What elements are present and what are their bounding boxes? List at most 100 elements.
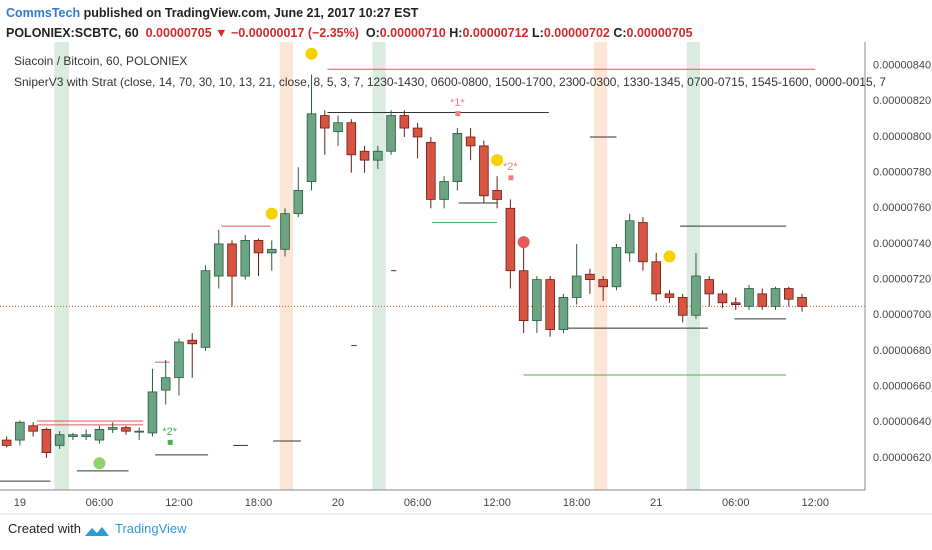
candle-body (160, 377, 171, 391)
l-label: L: (532, 26, 544, 40)
y-tick-label: 0.00000700 (873, 309, 931, 321)
chart: 0.00000620 0.00000640 0.00000660 0.00000680… (0, 42, 932, 515)
y-tick-label: 0.00000640 (873, 416, 931, 428)
candle-body (293, 190, 304, 215)
candle-body (757, 293, 768, 307)
signal-dot (517, 236, 530, 249)
candle-body (492, 190, 502, 200)
session-band (593, 42, 608, 490)
header: CommsTech published on TradingView.com, … (6, 3, 693, 43)
candle-body (783, 288, 794, 300)
h: 0.00000712 (462, 26, 529, 40)
candle-body (373, 150, 383, 161)
annotation: *2* (162, 426, 177, 438)
candle-body (479, 145, 489, 197)
x-tick-label: 12:00 (802, 497, 830, 509)
signal-dot (491, 154, 504, 167)
y-tick-label: 0.00000680 (873, 345, 931, 357)
signal-dot (93, 457, 106, 470)
plot-area (0, 42, 865, 490)
candle-body (333, 122, 343, 133)
author[interactable]: CommsTech (6, 6, 81, 20)
candle-body (81, 434, 91, 437)
brand-logo (85, 527, 109, 536)
candle-body (399, 115, 410, 129)
annotation-flag (455, 111, 461, 117)
candle-body (94, 428, 105, 441)
signal-dot (305, 47, 318, 60)
session-band (686, 42, 700, 490)
y-tick-label: 0.00000620 (873, 452, 931, 464)
c: 0.00000705 (626, 26, 693, 40)
price: 0.00000705 (145, 26, 212, 40)
candle-body (187, 339, 197, 345)
candle-body (1, 439, 12, 446)
candle-body (107, 427, 118, 430)
candle-body (359, 150, 370, 161)
session-band (54, 42, 69, 490)
o: 0.00000710 (379, 26, 446, 40)
x-tick-label: 06:00 (86, 497, 114, 509)
x-tick-label: 12:00 (483, 497, 511, 509)
candle-body (280, 213, 290, 250)
annotation: *2* (503, 161, 518, 173)
footer: Created with TradingView (8, 521, 187, 536)
layer-top: 0.00000620 0.00000640 0.00000660 0.00000680… (14, 47, 931, 509)
candle-body (147, 391, 158, 434)
candle-body (770, 288, 781, 307)
candle-body (346, 122, 357, 156)
candle-body (598, 279, 608, 288)
y-tick-label: 0.00000820 (873, 95, 931, 107)
chart-title: Siacoin / Bitcoin, 60, POLONIEX (14, 54, 187, 68)
chart-subtitle: SniperV3 with Strat (close, 14, 70, 30, … (14, 75, 886, 89)
candle-body (571, 275, 582, 298)
x-tick-label: 21 (650, 497, 662, 509)
candle-body (532, 279, 542, 322)
candle-body (253, 239, 264, 254)
candle-body (717, 293, 728, 304)
candle-body (704, 279, 715, 295)
candle-body (797, 297, 807, 307)
layer-marks (1, 74, 807, 458)
symbol: POLONIEX:SCBTC, 60 (6, 26, 139, 40)
candle-body (320, 115, 330, 129)
x-tick-label: 18:00 (245, 497, 273, 509)
y-tick-label: 0.00000800 (873, 131, 931, 143)
candle-body (439, 181, 449, 200)
candle-body (452, 133, 463, 182)
y-tick-label: 0.00000760 (873, 202, 931, 214)
annotation-flag (167, 439, 173, 445)
candle-body (518, 270, 529, 322)
l: 0.00000702 (543, 26, 610, 40)
candle-body (611, 247, 622, 288)
candle-body (585, 273, 595, 281)
signal-dot (265, 207, 278, 220)
change: ▼ −0.00000017 (−2.35%) (215, 26, 359, 40)
candle-body (558, 297, 569, 330)
x-tick-label: 20 (332, 497, 344, 509)
candle-body (664, 293, 675, 298)
h-label: H: (449, 26, 463, 40)
candle-body (505, 207, 516, 272)
candle-body (68, 434, 78, 437)
candle-body (412, 127, 423, 138)
y-tick-label: 0.00000740 (873, 238, 931, 250)
session-band (372, 42, 386, 490)
y-tick-label: 0.00000840 (873, 60, 931, 72)
candle-body (240, 239, 251, 277)
candle-body (121, 427, 131, 432)
candle-body (306, 113, 317, 182)
candle-body (386, 115, 396, 152)
candle-body (266, 248, 277, 254)
layer-lines (0, 68, 865, 482)
y-tick-label: 0.00000660 (873, 380, 931, 392)
candle-body (730, 302, 741, 305)
x-tick-label: 12:00 (165, 497, 193, 509)
candle-body (15, 421, 25, 441)
x-tick-label: 06:00 (722, 497, 750, 509)
candle-body (638, 222, 648, 263)
candle-body (651, 261, 661, 295)
candle-body (213, 243, 224, 277)
brand[interactable]: TradingView (114, 521, 187, 536)
candle-body (41, 428, 52, 453)
